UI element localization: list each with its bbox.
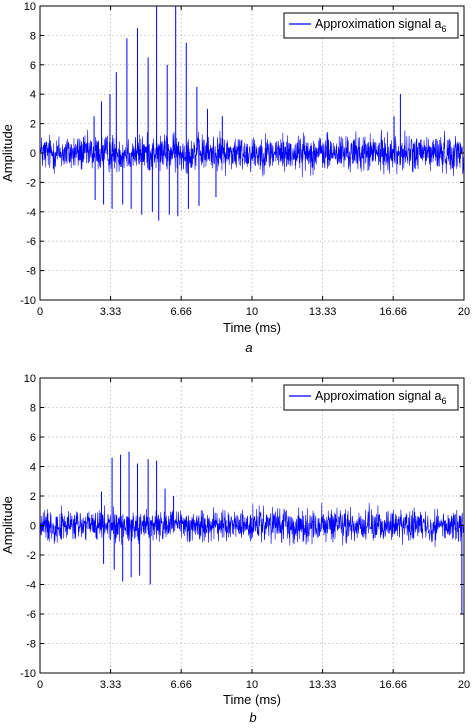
- y-tick-label: -8: [26, 639, 36, 651]
- svg-text:Approximation signal a6: Approximation signal a6: [315, 17, 446, 34]
- y-axis-label-b: Amplitude: [0, 496, 15, 554]
- x-tick-label: 20: [458, 306, 470, 318]
- y-tick-label: -4: [26, 580, 36, 592]
- x-axis-label-b: Time (ms): [223, 692, 281, 707]
- y-tick-label: 8: [30, 30, 36, 42]
- y-tick-label: -6: [26, 609, 36, 621]
- legend-label-b: Approximation signal a: [315, 389, 442, 403]
- y-tick-label: -4: [26, 207, 36, 219]
- y-tick-label: -2: [26, 550, 36, 562]
- panel-b: 0 3.33 6.66 10 13.33 16.66 20 -10 -8 -6 -4 -2 0 2 4 6 8 1…: [0, 373, 470, 725]
- y-tick-label: 0: [30, 148, 36, 160]
- legend-label-a: Approximation signal a: [315, 17, 442, 31]
- x-tick-label: 16.66: [379, 306, 407, 318]
- legend-b: Approximation signal a6: [283, 384, 459, 411]
- y-tick-label: 0: [30, 521, 36, 533]
- signal-noise-line: [40, 502, 464, 548]
- x-tick-label: 3.33: [100, 306, 121, 318]
- x-tick-label: 20: [458, 679, 470, 691]
- caption-b: b: [249, 710, 256, 725]
- panel-a: 0 3.33 6.66 10 13.33 16.66 20 -10 -8 -6 -4 -2 0 2 4 6 8 1…: [0, 1, 470, 355]
- y-tick-label: -10: [20, 668, 36, 680]
- y-tick-label: 2: [30, 491, 36, 503]
- y-tick-label: -10: [20, 295, 36, 307]
- y-tick-label: -8: [26, 266, 36, 278]
- y-tick-label: 6: [30, 60, 36, 72]
- x-tick-label: 10: [246, 679, 258, 691]
- legend-subscript-b: 6: [441, 396, 446, 406]
- x-tick-label: 16.66: [379, 679, 407, 691]
- x-tick-label: 0: [37, 679, 43, 691]
- x-tick-label: 10: [246, 306, 258, 318]
- svg-text:Approximation signal a6: Approximation signal a6: [315, 389, 446, 406]
- x-tick-label: 13.33: [309, 306, 337, 318]
- y-tick-label: -6: [26, 236, 36, 248]
- axis-ticks-a: 0 3.33 6.66 10 13.33 16.66 20 -10 -8 -6 -4 -2 0 2 4 6 8 1…: [20, 1, 470, 318]
- x-tick-label: 0: [37, 306, 43, 318]
- x-tick-label: 13.33: [309, 679, 337, 691]
- x-axis-label-a: Time (ms): [223, 320, 281, 335]
- y-tick-label: 10: [24, 373, 36, 385]
- y-tick-label: 6: [30, 432, 36, 444]
- caption-a: a: [245, 340, 252, 355]
- legend-a: Approximation signal a6: [283, 12, 459, 39]
- y-tick-label: 8: [30, 403, 36, 415]
- y-tick-label: 4: [30, 462, 36, 474]
- y-tick-label: 2: [30, 119, 36, 131]
- axis-ticks-b: 0 3.33 6.66 10 13.33 16.66 20 -10 -8 -6 -4 -2 0 2 4 6 8 1…: [20, 373, 470, 691]
- y-tick-label: 10: [24, 1, 36, 13]
- y-axis-label-a: Amplitude: [0, 124, 15, 182]
- signal-trace-a: [40, 6, 464, 221]
- y-tick-label: -2: [26, 177, 36, 189]
- signal-noise-line: [40, 129, 464, 178]
- x-tick-label: 3.33: [100, 679, 121, 691]
- x-tick-label: 6.66: [170, 306, 191, 318]
- signal-trace-b: [40, 451, 464, 614]
- x-tick-label: 6.66: [170, 679, 191, 691]
- y-tick-label: 4: [30, 89, 36, 101]
- legend-subscript-a: 6: [441, 24, 446, 34]
